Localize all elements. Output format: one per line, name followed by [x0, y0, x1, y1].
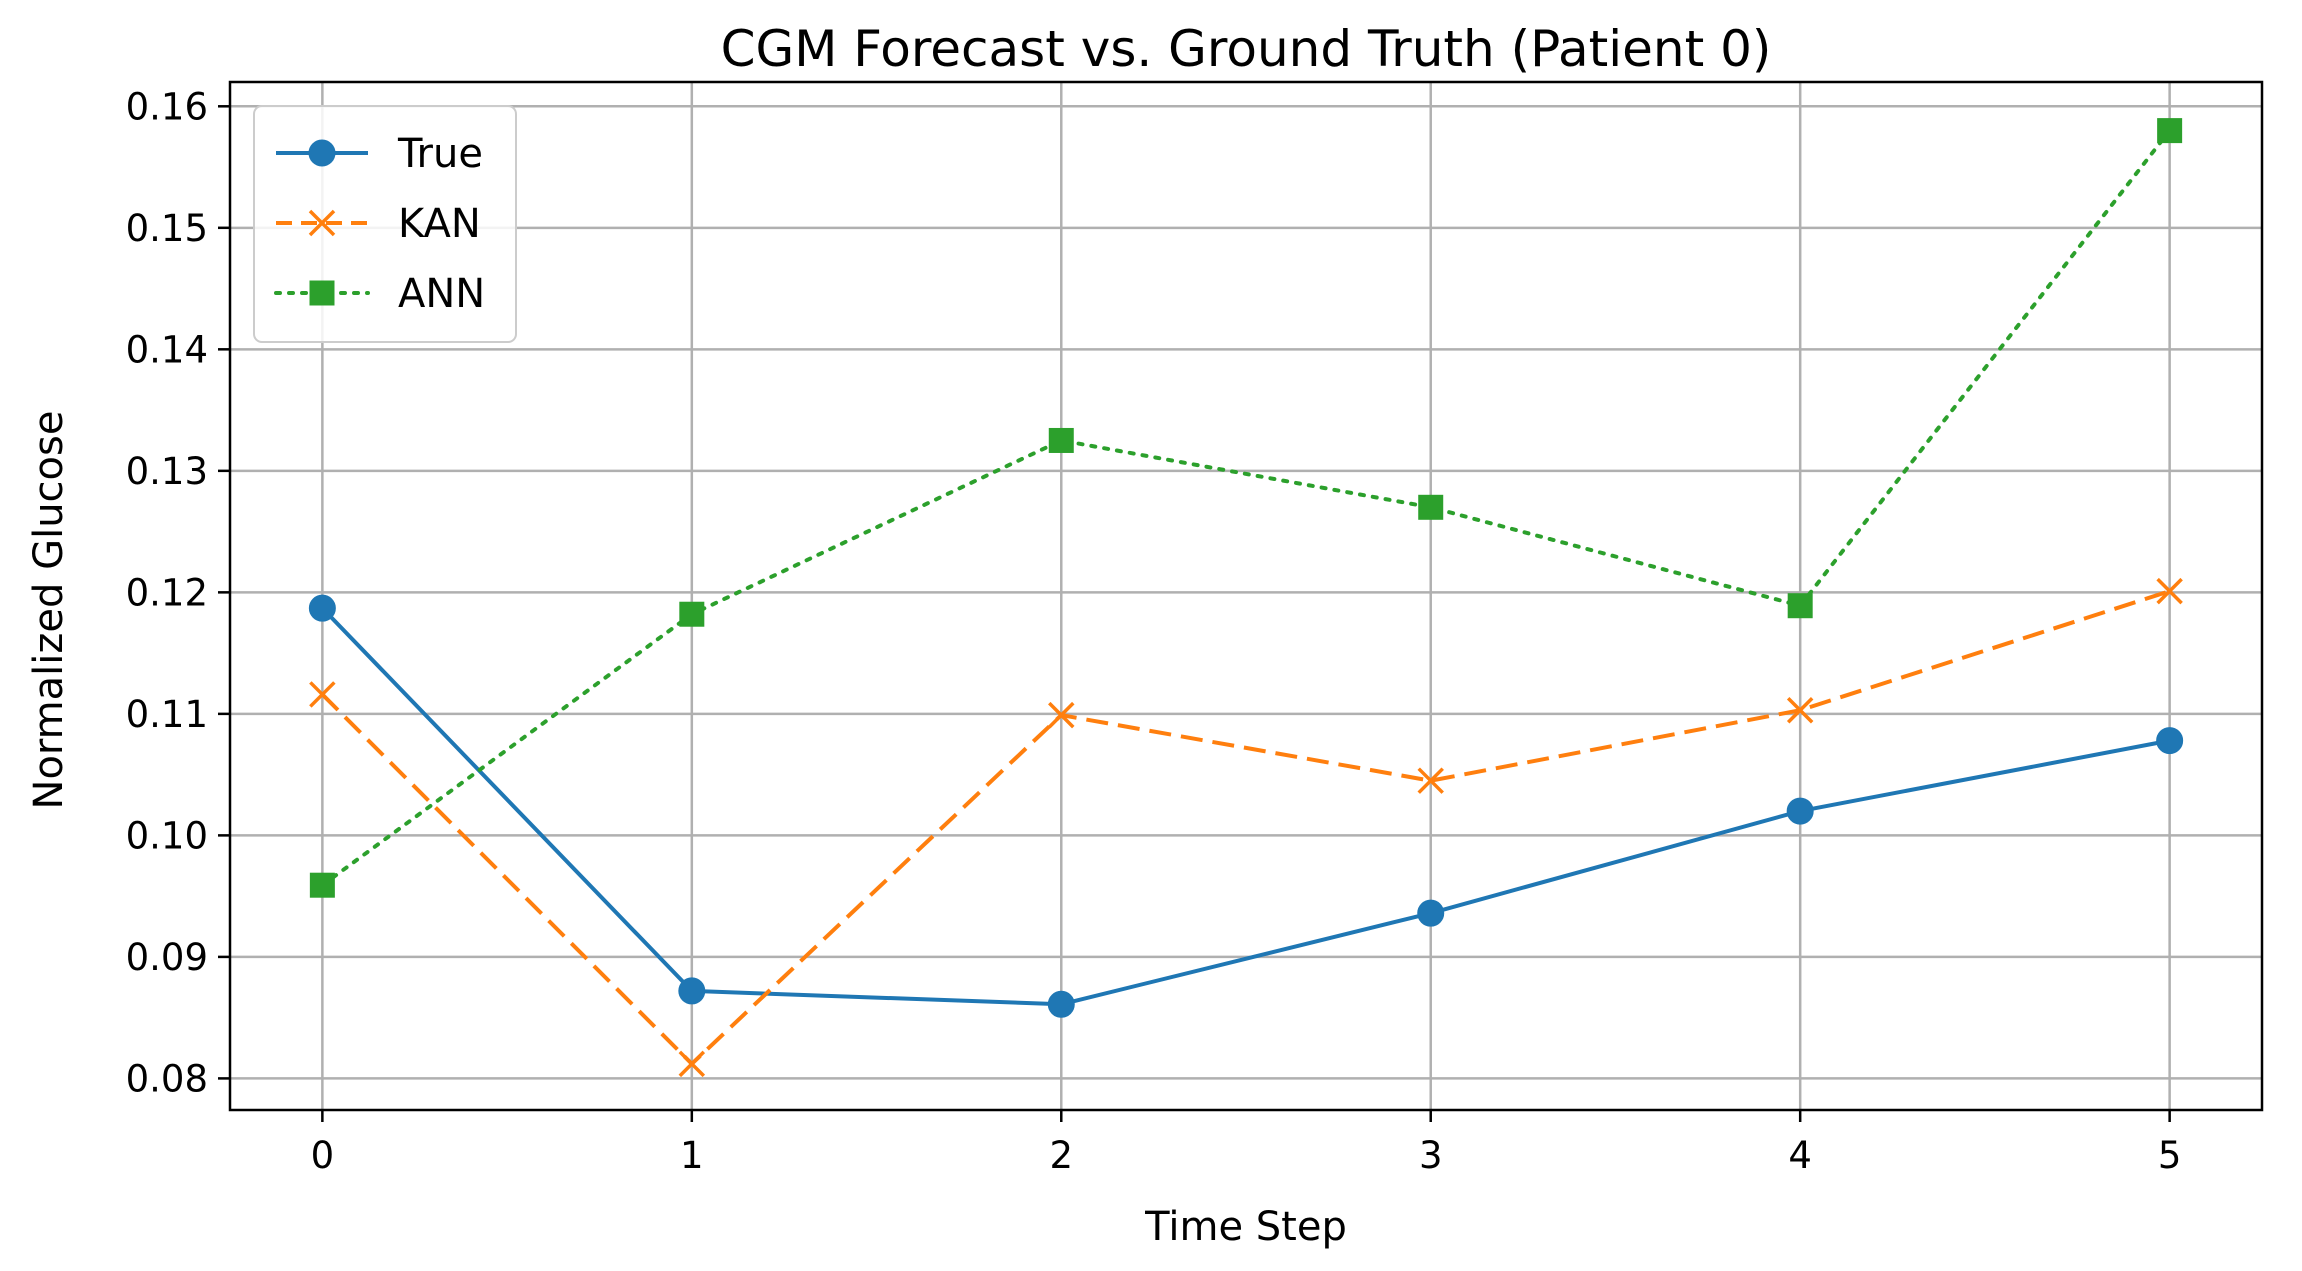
data-point-ann: [2157, 118, 2183, 144]
data-point-true: [678, 977, 706, 1005]
x-tick-label: 1: [680, 1134, 704, 1177]
legend-label-kan: KAN: [398, 201, 481, 247]
y-tick-label: 0.08: [126, 1057, 208, 1100]
data-point-ann: [1418, 494, 1444, 520]
data-point-kan: [678, 1050, 706, 1078]
series-kan: [309, 577, 2183, 1078]
y-tick-label: 0.15: [126, 207, 208, 250]
x-tick-label: 0: [311, 1134, 335, 1177]
data-point-true: [1786, 797, 1814, 825]
ticks: 0 1 2 3 4 5 0.08 0.09 0.10 0.11 0.12 0.13 0.14 0.15 0.…: [126, 85, 2182, 1177]
legend-marker-kan: [308, 209, 336, 237]
series-line-true: [320, 606, 2171, 1007]
data-point-kan: [1786, 696, 1814, 724]
grid: [230, 82, 2262, 1110]
y-axis-label: Normalized Glucose: [26, 411, 72, 810]
legend: True KAN ANN: [253, 105, 517, 343]
data-point-ann: [679, 601, 705, 627]
series-line-ann: [320, 128, 2172, 888]
series-ann: [309, 118, 2183, 898]
legend-item-kan: KAN: [276, 201, 481, 247]
x-tick-label: 5: [2158, 1134, 2182, 1177]
x-tick-label: 3: [1419, 1134, 1443, 1177]
y-tick-label: 0.14: [126, 328, 208, 371]
x-tick-label: 4: [1788, 1134, 1812, 1177]
data-point-kan: [1048, 701, 1075, 729]
series-true: [308, 594, 2184, 1018]
legend-label-true: True: [397, 131, 483, 177]
legend-marker-true: [308, 139, 336, 167]
data-point-kan: [309, 681, 336, 708]
y-tick-label: 0.11: [126, 693, 208, 736]
y-tick-label: 0.16: [126, 85, 208, 128]
data-point-ann: [1787, 593, 1813, 619]
y-tick-label: 0.09: [126, 936, 208, 979]
data-point-ann: [1048, 427, 1074, 453]
y-tick-label: 0.13: [126, 450, 208, 493]
data-point-true: [1417, 899, 1445, 927]
data-point-true: [2156, 727, 2184, 755]
y-tick-label: 0.12: [126, 571, 208, 614]
x-tick-label: 2: [1049, 1134, 1073, 1177]
legend-item-ann: ANN: [274, 271, 485, 317]
series-layer: [308, 118, 2184, 1078]
data-point-kan: [2156, 577, 2183, 605]
data-point-true: [1047, 990, 1075, 1018]
plot-frame: [228, 80, 2264, 1112]
legend-marker-ann: [309, 280, 335, 306]
series-line-kan: [320, 589, 2171, 1066]
data-point-ann: [309, 872, 335, 898]
chart-title: CGM Forecast vs. Ground Truth (Patient 0…: [721, 20, 1772, 78]
data-point-kan: [1417, 767, 1444, 794]
legend-label-ann: ANN: [398, 271, 485, 317]
y-tick-label: 0.10: [126, 814, 208, 857]
legend-item-true: True: [276, 131, 483, 177]
data-point-true: [308, 594, 336, 622]
x-axis-label: Time Step: [1144, 1204, 1347, 1250]
